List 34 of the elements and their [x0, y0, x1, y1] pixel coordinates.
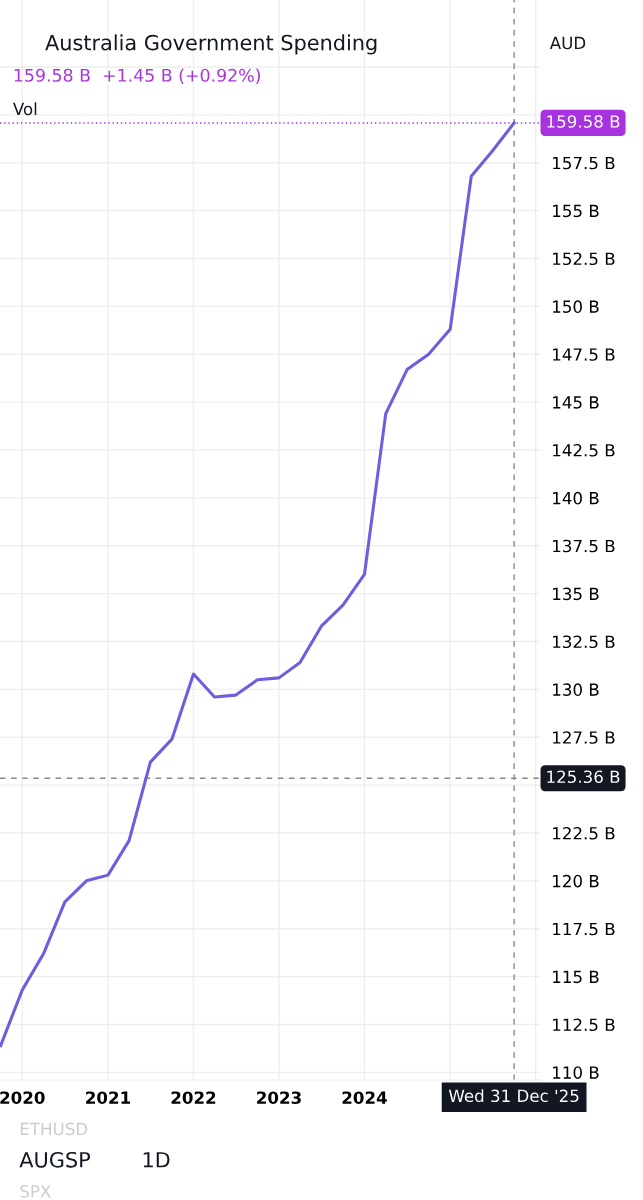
y-tick-label: 132.5 B: [553, 635, 615, 649]
y-tick-label: 152.5 B: [553, 252, 615, 266]
x-tick-label: 2023: [257, 1091, 301, 1105]
y-tick-label: 157.5 B: [553, 156, 615, 170]
ref-line-label: 159.58 B: [547, 115, 620, 128]
line-series: [0, 121, 516, 1048]
x-tick-label: 2024: [342, 1091, 387, 1105]
y-tick-label: 135 B: [553, 587, 599, 601]
y-tick-label: 117.5 B: [553, 922, 615, 936]
text: AUD: [549, 36, 586, 50]
x-tick-label: 2020: [0, 1091, 45, 1105]
text: AUGSP: [19, 1151, 91, 1168]
text: 1D: [143, 1152, 170, 1168]
y-tick-label: 142.5 B: [553, 443, 615, 457]
y-tick-label: 120 B: [553, 874, 599, 888]
y-tick-label: 137.5 B: [553, 539, 615, 553]
x-tick-label: 2022: [171, 1091, 216, 1105]
ref-line-label: Wed 31 Dec '25: [448, 1089, 579, 1103]
y-tick-label: 147.5 B: [553, 348, 615, 361]
annotation: Vol: [12, 102, 37, 116]
y-tick-label: 112.5 B: [553, 1018, 615, 1032]
y-tick-label: 145 B: [553, 396, 599, 409]
y-tick-label: 155 B: [553, 204, 599, 218]
y-tick-label: 140 B: [553, 491, 599, 505]
y-tick-label: 115 B: [553, 970, 599, 984]
y-tick-label: 127.5 B: [553, 731, 615, 744]
x-tick-label: 2021: [86, 1091, 131, 1105]
y-tick-label: 150 B: [553, 300, 599, 313]
y-tick-label: 130 B: [553, 683, 599, 696]
text: 159.58 B +1.45 B (+0.92%): [14, 68, 260, 84]
y-tick-label: 110 B: [553, 1066, 599, 1079]
ref-line-label: 125.36 B: [547, 770, 620, 784]
y-tick-label: 122.5 B: [553, 826, 615, 840]
text: Australia Government Spending: [45, 34, 377, 55]
